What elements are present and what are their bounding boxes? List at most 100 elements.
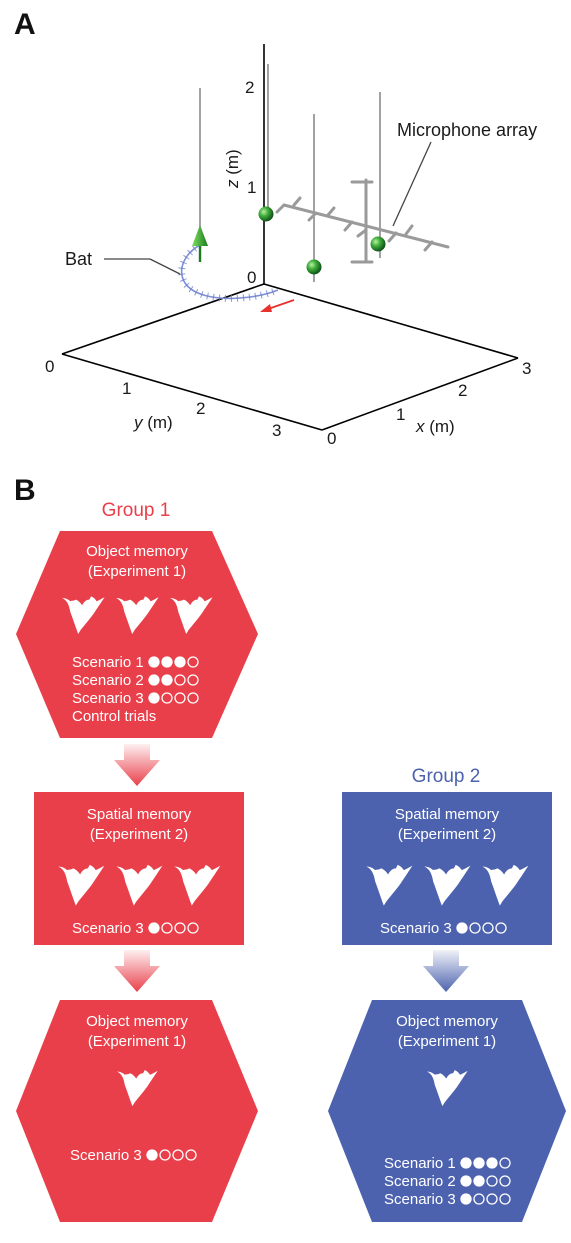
group-1-arrow-1 bbox=[114, 744, 160, 786]
bat-position-marker bbox=[192, 225, 208, 262]
direction-arrow bbox=[260, 299, 295, 312]
filled-dot bbox=[473, 1175, 485, 1187]
empty-dot bbox=[499, 1157, 511, 1169]
y-axis-title: y (m) bbox=[133, 413, 173, 432]
empty-dot bbox=[486, 1193, 498, 1205]
empty-dot bbox=[187, 656, 199, 668]
group-1-box-3-content: Object memory (Experiment 1) Scenario 3 bbox=[70, 1013, 197, 1164]
filled-dot bbox=[460, 1193, 472, 1205]
x-ticks: 0 1 2 3 bbox=[327, 359, 531, 448]
group-1-arrow-2 bbox=[114, 950, 160, 992]
scenario-label: Scenario 2 bbox=[384, 1173, 456, 1190]
x-axis-line bbox=[321, 357, 519, 431]
panel-b-label: B bbox=[14, 474, 36, 507]
filled-dot bbox=[148, 656, 160, 668]
empty-dot bbox=[486, 1175, 498, 1187]
group-2-title: Group 2 bbox=[412, 766, 481, 787]
x-tick-0: 0 bbox=[327, 429, 336, 448]
z-axis-title: z (m) bbox=[223, 149, 242, 189]
box-subtitle: (Experiment 1) bbox=[88, 563, 186, 580]
empty-dot bbox=[161, 922, 173, 934]
filled-dot bbox=[161, 674, 173, 686]
empty-dot bbox=[187, 692, 199, 704]
box-title: Spatial memory bbox=[87, 806, 192, 823]
empty-dot bbox=[187, 922, 199, 934]
group-1-box-1-content: Object memory (Experiment 1) Scenario 1S… bbox=[62, 543, 213, 725]
scenario-label: Scenario 1 bbox=[384, 1155, 456, 1172]
bat-marker-cone bbox=[192, 225, 208, 246]
box-subtitle: (Experiment 1) bbox=[88, 1033, 186, 1050]
filled-dot bbox=[148, 692, 160, 704]
group-1-object-memory-hexagon bbox=[16, 531, 258, 738]
box-subtitle: (Experiment 2) bbox=[398, 826, 496, 843]
group-1-box-2-content: Spatial memory (Experiment 2) Scenario 3 bbox=[58, 806, 221, 937]
box-subtitle: (Experiment 1) bbox=[398, 1033, 496, 1050]
filled-dot bbox=[473, 1157, 485, 1169]
y-tick-1: 1 bbox=[122, 379, 131, 398]
y-ticks: 0 1 2 3 bbox=[45, 357, 281, 440]
panel-b: B Group 1 Group 2 Object memory (Experim… bbox=[14, 474, 566, 1222]
empty-dot bbox=[187, 674, 199, 686]
empty-dot bbox=[495, 922, 507, 934]
empty-dot bbox=[172, 1149, 184, 1161]
empty-dot bbox=[159, 1149, 171, 1161]
y-tick-0: 0 bbox=[45, 357, 54, 376]
panel-a-label: A bbox=[14, 8, 36, 41]
back-floor-edge bbox=[61, 283, 265, 355]
box-subtitle: (Experiment 2) bbox=[90, 826, 188, 843]
filled-dot bbox=[161, 656, 173, 668]
microphone-array bbox=[275, 178, 450, 264]
direction-arrow-shaft bbox=[267, 299, 295, 310]
empty-dot bbox=[473, 1193, 485, 1205]
empty-dot bbox=[185, 1149, 197, 1161]
filled-dot bbox=[174, 656, 186, 668]
scenario-list: Scenario 3 bbox=[380, 920, 507, 937]
box-title: Object memory bbox=[86, 543, 188, 560]
direction-arrow-head bbox=[260, 304, 272, 312]
empty-dot bbox=[161, 692, 173, 704]
mic-label: Microphone array bbox=[397, 120, 537, 140]
box-title: Object memory bbox=[86, 1013, 188, 1030]
y-tick-2: 2 bbox=[196, 399, 205, 418]
sphere-object-3 bbox=[370, 236, 386, 252]
x-tick-3: 3 bbox=[522, 359, 531, 378]
box-title: Spatial memory bbox=[395, 806, 500, 823]
empty-dot bbox=[174, 922, 186, 934]
sphere-object-2 bbox=[306, 259, 322, 275]
panel-a: A bbox=[14, 8, 537, 448]
z-tick-1: 1 bbox=[247, 178, 256, 197]
empty-dot bbox=[174, 692, 186, 704]
bat-trajectory bbox=[178, 241, 280, 302]
empty-dot bbox=[499, 1193, 511, 1205]
mic-callout-line bbox=[392, 141, 432, 227]
scenario-label: Scenario 3 bbox=[72, 920, 144, 937]
group-2-box-2-content: Spatial memory (Experiment 2) Scenario 3 bbox=[366, 806, 529, 937]
scenario-list: Scenario 3 bbox=[70, 1147, 197, 1164]
x-tick-2: 2 bbox=[458, 381, 467, 400]
y-tick-3: 3 bbox=[272, 421, 281, 440]
box-title: Object memory bbox=[396, 1013, 498, 1030]
scenario-label: Scenario 3 bbox=[384, 1191, 456, 1208]
scenario-label: Scenario 2 bbox=[72, 672, 144, 689]
filled-dot bbox=[486, 1157, 498, 1169]
group-1-object-memory-hexagon-final bbox=[16, 1000, 258, 1222]
sphere-object-1 bbox=[258, 206, 274, 222]
right-floor-edge bbox=[263, 283, 519, 359]
bat-callout-line-2 bbox=[149, 258, 181, 275]
empty-dot bbox=[482, 922, 494, 934]
filled-dot bbox=[460, 1175, 472, 1187]
filled-dot bbox=[148, 674, 160, 686]
floor-plane bbox=[61, 283, 519, 431]
control-trials-label: Control trials bbox=[72, 708, 156, 725]
empty-dot bbox=[174, 674, 186, 686]
group-2-arrow bbox=[423, 950, 469, 992]
scenario-label: Scenario 3 bbox=[380, 920, 452, 937]
filled-dot bbox=[146, 1149, 158, 1161]
y-axis-line bbox=[61, 353, 323, 431]
filled-dot bbox=[460, 1157, 472, 1169]
empty-dot bbox=[499, 1175, 511, 1187]
empty-dot bbox=[469, 922, 481, 934]
bat-label: Bat bbox=[65, 249, 92, 269]
